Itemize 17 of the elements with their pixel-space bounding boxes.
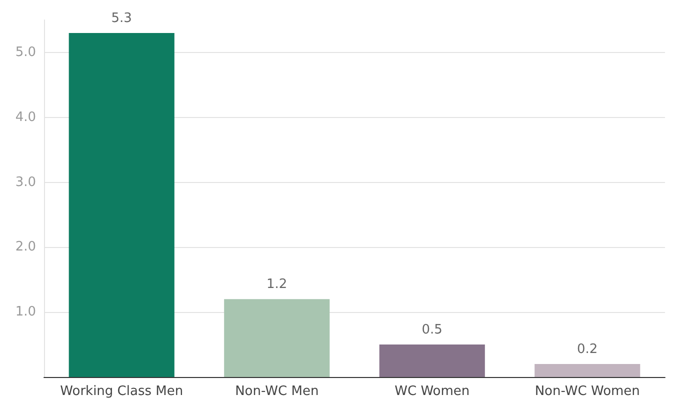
y-tick-label: 5.0	[15, 44, 36, 60]
bar	[534, 364, 640, 377]
bar	[224, 299, 330, 377]
x-tick-label: Non-WC Women	[534, 384, 640, 399]
y-tick-label: 3.0	[15, 174, 36, 190]
bar	[68, 32, 174, 377]
data-label: 0.2	[577, 342, 598, 358]
y-tick-label: 1.0	[15, 304, 36, 320]
x-tick-label: WC Women	[394, 384, 470, 399]
y-tick-label: 4.0	[15, 110, 36, 125]
data-label: 5.3	[111, 10, 132, 26]
bar	[379, 344, 485, 377]
data-label: 1.2	[266, 277, 288, 292]
x-tick-label: Non-WC Men	[235, 384, 319, 399]
data-label: 0.5	[422, 322, 442, 338]
x-tick-label: Working Class Men	[60, 384, 184, 399]
y-tick-label: 2.0	[15, 240, 36, 255]
